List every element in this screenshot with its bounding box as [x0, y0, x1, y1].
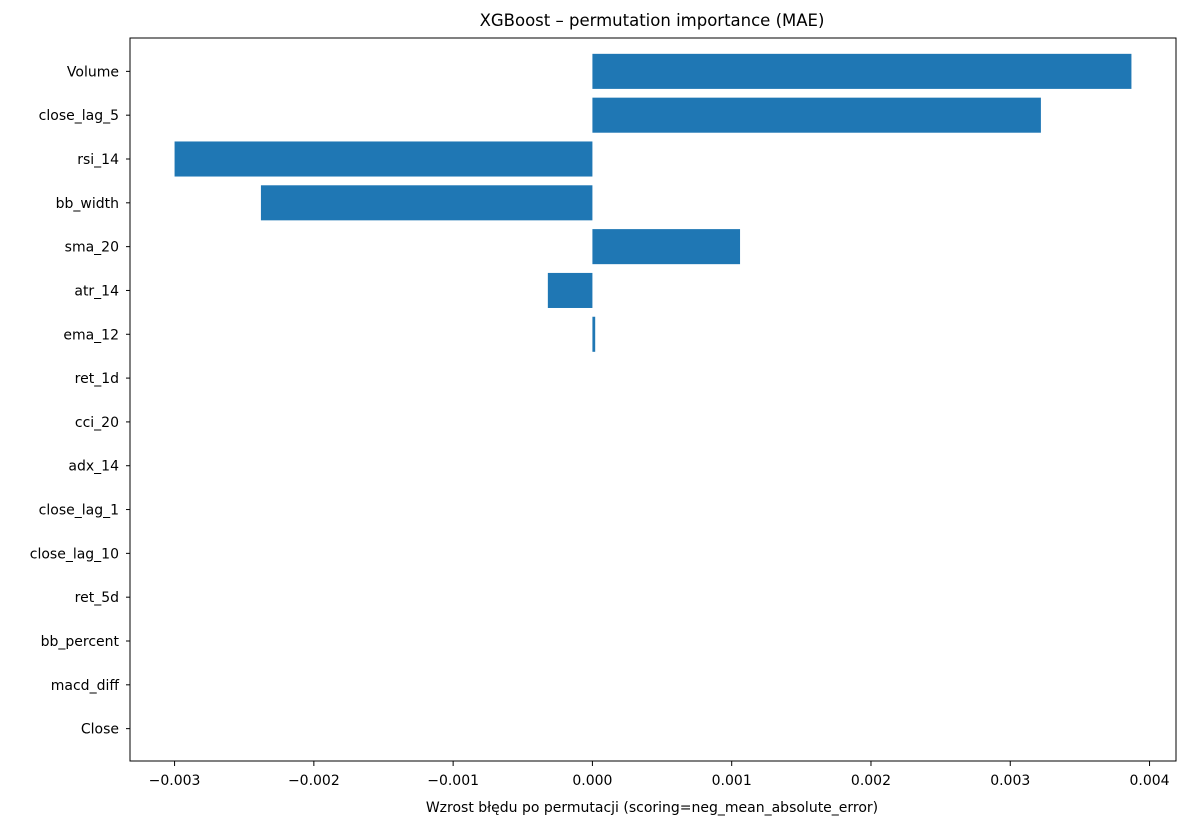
bar-volume — [592, 53, 1132, 89]
y-tick-label-cci-20: cci_20 — [75, 415, 119, 431]
y-tick-label-close-lag-1: close_lag_1 — [39, 503, 119, 519]
x-tick-label: 0.000 — [572, 773, 612, 789]
bar-sma-20 — [592, 229, 741, 265]
bar-rsi-14 — [174, 141, 593, 177]
x-tick-label: −0.003 — [149, 773, 201, 789]
bar-bb-width — [260, 185, 593, 221]
plot-frame — [129, 37, 1177, 762]
y-tick-label-sma-20: sma_20 — [65, 240, 119, 256]
y-tick-label-adx-14: adx_14 — [68, 459, 119, 475]
x-tick-label: −0.001 — [427, 773, 479, 789]
y-tick-label-bb-width: bb_width — [56, 196, 119, 212]
bar-atr-14 — [547, 272, 593, 308]
y-tick-label-close-lag-10: close_lag_10 — [30, 546, 119, 562]
y-tick-label-bb-percent: bb_percent — [41, 634, 120, 650]
y-tick-label-ret-1d: ret_1d — [75, 371, 119, 387]
x-tick-label: 0.003 — [990, 773, 1030, 789]
y-tick-label-ret-5d: ret_5d — [75, 590, 119, 606]
x-axis-label: Wzrost błędu po permutacji (scoring=neg_… — [426, 800, 878, 816]
y-tick-label-macd-diff: macd_diff — [51, 678, 120, 694]
x-tick-label: 0.002 — [851, 773, 891, 789]
x-tick-label: 0.004 — [1129, 773, 1169, 789]
y-axis-ticks: Volume close_lag_5 rsi_14 bb_width sma_20atr… — [30, 64, 130, 738]
y-tick-label-close-lag-5: close_lag_5 — [39, 108, 119, 124]
y-tick-label-rsi-14: rsi_14 — [77, 152, 119, 168]
chart-title: XGBoost – permutation importance (MAE) — [480, 11, 825, 30]
y-tick-label-ema-12: ema_12 — [63, 327, 119, 343]
bars-group — [174, 53, 1132, 352]
y-tick-label-atr-14: atr_14 — [74, 283, 119, 299]
y-tick-label-volume: Volume — [67, 64, 119, 80]
y-tick-label-close: Close — [81, 722, 119, 738]
bar-ema-12 — [592, 316, 596, 352]
bar-close-lag-5 — [592, 97, 1041, 133]
x-tick-label: −0.002 — [288, 773, 340, 789]
x-axis-ticks: −0.003 −0.002 −0.001 0.000 0.001 0.002 0.003 0.… — [149, 761, 1170, 789]
x-tick-label: 0.001 — [712, 773, 752, 789]
